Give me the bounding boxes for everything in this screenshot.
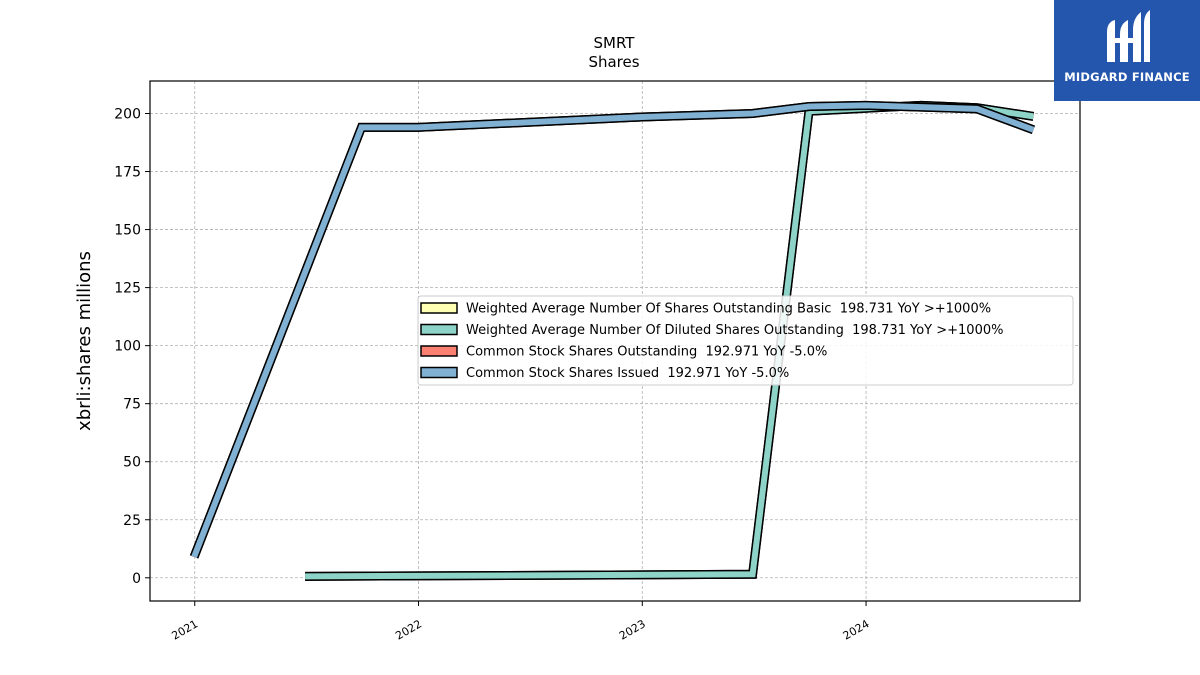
chart-subtitle: Shares [588, 53, 639, 71]
legend: Weighted Average Number Of Shares Outsta… [417, 295, 1074, 386]
legend-swatch [420, 366, 458, 379]
x-tick-label: 2021 [170, 617, 201, 642]
legend-entry: Common Stock Shares Outstanding 192.971 … [466, 345, 827, 360]
legend-swatch [420, 302, 458, 314]
y-tick-label: 100 [114, 339, 141, 355]
y-tick-label: 50 [123, 455, 141, 471]
y-axis-label: xbrli:shares millions [74, 251, 95, 431]
y-tick-label: 125 [114, 281, 141, 297]
x-tick-label: 2023 [617, 617, 648, 642]
y-tick-label: 150 [114, 223, 141, 239]
brand-name: MIDGARD FINANCE [1064, 70, 1190, 84]
y-tick-label: 200 [114, 107, 141, 123]
x-axis-ticks: 2021 2022 2023 2024 [170, 601, 872, 643]
legend-entry: Common Stock Shares Issued 192.971 YoY -… [466, 366, 789, 381]
legend-entry: Weighted Average Number Of Shares Outsta… [466, 302, 991, 317]
x-tick-label: 2022 [393, 617, 424, 642]
series-layer [189, 100, 1035, 581]
legend-box [417, 295, 1074, 386]
brand-logo: MIDGARD FINANCE [1054, 0, 1200, 101]
midgard-monogram-icon [1107, 10, 1150, 62]
series-line-common-stock-shares-issued [191, 102, 1035, 558]
y-axis-ticks: 0 25 50 75 100 125 150 175 200 [114, 107, 150, 587]
y-tick-label: 0 [132, 571, 141, 587]
y-tick-label: 25 [123, 513, 141, 529]
x-tick-label: 2024 [841, 617, 872, 642]
chart-title: SMRT [594, 34, 636, 52]
legend-entry: Weighted Average Number Of Diluted Share… [466, 323, 1003, 338]
y-tick-label: 75 [123, 397, 141, 413]
legend-swatch [420, 345, 458, 357]
plot-frame [149, 80, 1081, 602]
legend-swatch [420, 323, 458, 336]
y-tick-label: 175 [114, 165, 141, 181]
